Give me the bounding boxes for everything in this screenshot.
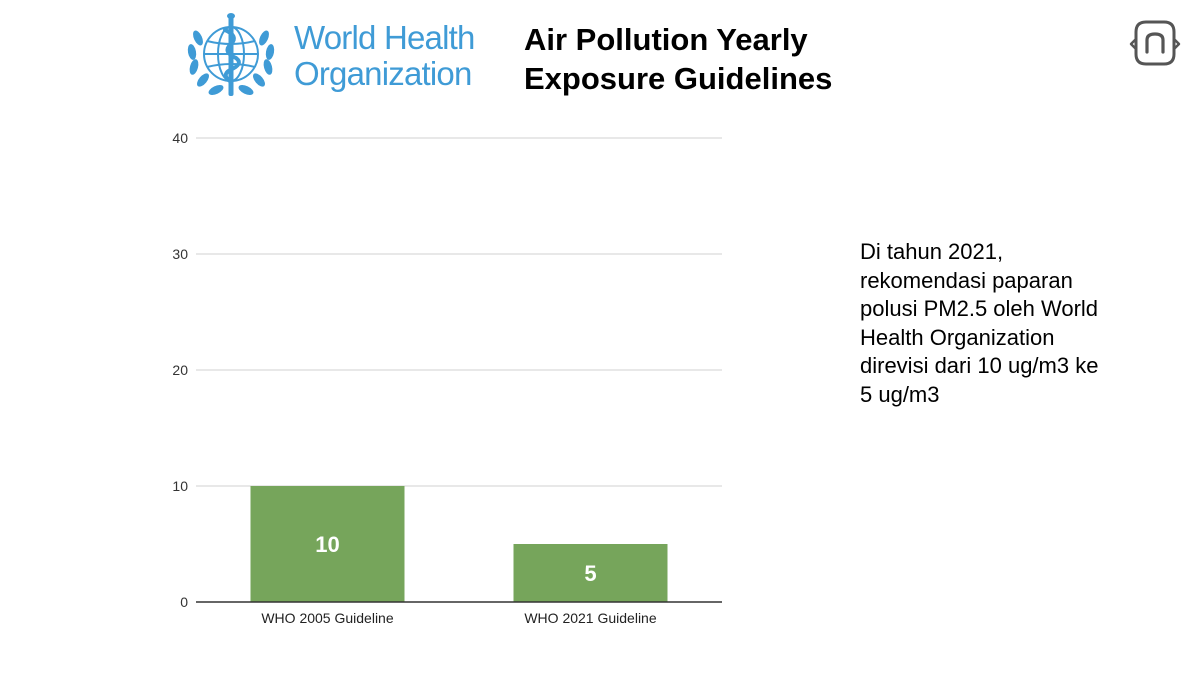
- brand-logo: [1126, 18, 1184, 68]
- note-line-5: direvisi dari 10 ug/m3 ke: [860, 353, 1099, 378]
- note-line-3: polusi PM2.5 oleh World: [860, 296, 1099, 321]
- logo-line-2: Organization: [294, 55, 472, 92]
- page-title: Air Pollution Yearly Exposure Guidelines: [524, 20, 884, 98]
- rounded-n-logo-icon: [1129, 20, 1181, 66]
- y-tick-label: 0: [180, 594, 188, 610]
- note-line-2: rekomendasi paparan: [860, 267, 1073, 293]
- who-logo: World Health Organization: [176, 8, 496, 108]
- title-line-2: Exposure Guidelines: [524, 61, 833, 96]
- y-tick-label: 30: [172, 246, 188, 262]
- who-emblem-icon: [187, 13, 275, 96]
- bar: [250, 486, 405, 602]
- logo-wordmark: World Health Organization: [294, 20, 475, 92]
- note-line-1: Di tahun 2021,: [860, 239, 1004, 264]
- bar: [513, 544, 668, 602]
- data-label: 10: [315, 532, 339, 557]
- data-label: 5: [584, 561, 596, 586]
- y-tick-label: 10: [172, 478, 188, 494]
- x-tick-label: WHO 2005 Guideline: [261, 610, 394, 626]
- bar-chart-svg: 0 10 20 30 40 10 WHO 2005 Guideline 5 WHO 2021 G…: [172, 130, 722, 626]
- bar-chart: 0 10 20 30 40 10 WHO 2005 Guideline 5 WHO 2021 G…: [150, 118, 750, 648]
- y-tick-label: 20: [172, 362, 188, 378]
- logo-line-1: World Health: [294, 19, 475, 56]
- note-line-4: Health Organization: [860, 324, 1055, 350]
- side-note: Di tahun 2021, rekomendasi paparan polus…: [860, 238, 1160, 409]
- x-tick-label: WHO 2021 Guideline: [524, 610, 657, 626]
- title-line-1: Air Pollution Yearly: [524, 22, 808, 57]
- y-tick-label: 40: [172, 130, 188, 146]
- note-line-6: 5 ug/m3: [860, 381, 940, 407]
